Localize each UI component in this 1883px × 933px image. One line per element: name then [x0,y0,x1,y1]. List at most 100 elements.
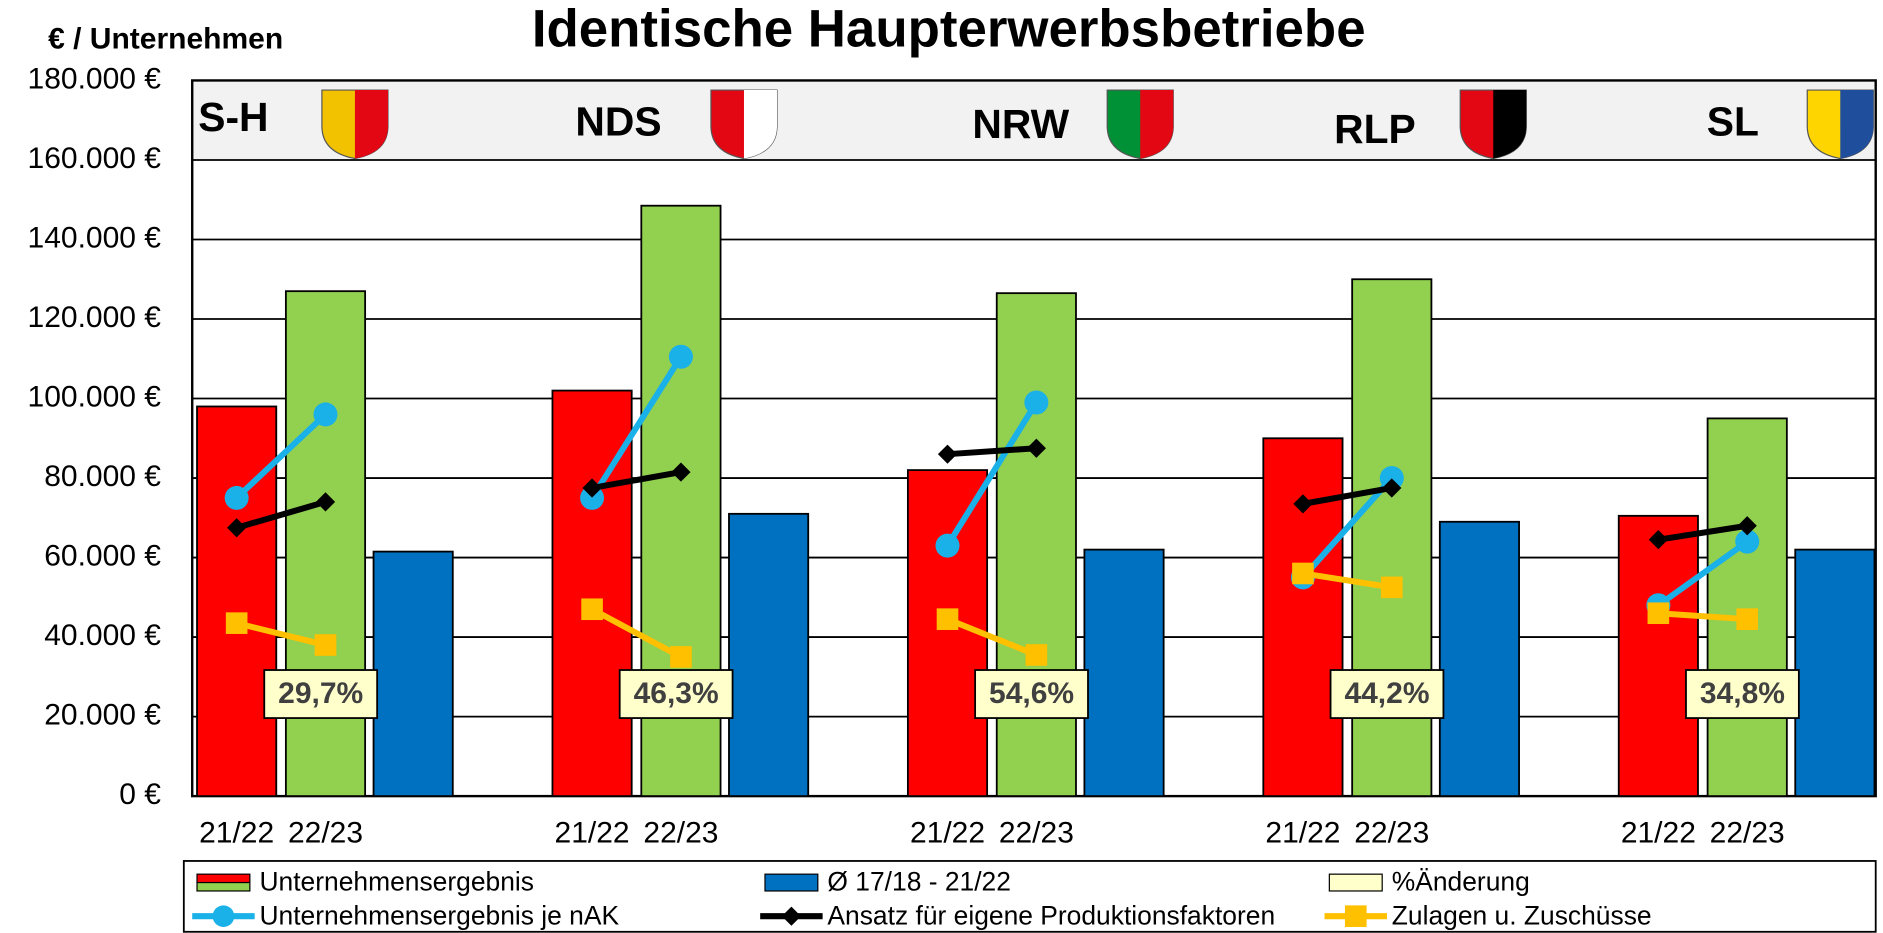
x-tick-label: 22/23 [288,816,363,849]
line [1302,485,1393,507]
bar [995,292,1077,798]
change-label: 44,2% [1344,677,1429,710]
legend-label: Ansatz für eigene Produktionsfaktoren [827,900,1275,930]
line [589,355,684,500]
marker [581,598,603,621]
x-tick-label: 21/22 [199,816,274,849]
region-label: NDS [575,99,661,145]
x-tick-label: 22/23 [643,816,718,849]
region-label: S-H [198,94,268,140]
bar [372,550,454,798]
legend-label: Unternehmensergebnis [259,867,534,897]
line [1656,539,1749,608]
marker [224,485,249,510]
marker [225,612,248,634]
x-tick-label: 22/23 [1354,816,1429,849]
region-label: NRW [972,101,1069,147]
line [944,400,1039,548]
x-tick-label: 21/22 [1265,816,1340,849]
x-tick-label: 22/23 [999,816,1074,849]
marker [671,462,691,482]
line [1658,610,1748,623]
marker [935,533,960,558]
y-tick-label: 20.000 € [44,699,161,732]
legend-marker [1344,905,1367,927]
legend [182,860,1877,933]
y-tick-label: 40.000 € [44,619,161,652]
change-label-box [974,669,1089,719]
marker [1736,608,1759,630]
marker [936,608,959,630]
marker [1735,529,1760,554]
marker [315,492,336,512]
marker [314,634,337,656]
legend-swatch [196,881,251,892]
marker [1025,644,1048,666]
legend-label: Ø 17/18 - 21/22 [827,867,1011,897]
change-label-box [1685,669,1800,719]
x-tick-label: 21/22 [1621,816,1696,849]
legend-label: Unternehmensergebnis je nAK [259,900,619,930]
region-label: SL [1707,99,1759,145]
marker [1024,390,1049,415]
bar [1706,417,1788,798]
legend-marker [781,906,802,926]
bar [1083,548,1165,798]
marker [937,444,958,464]
marker [1293,494,1313,514]
y-axis-label: € / Unternehmen [48,23,283,56]
legend-swatch [196,873,251,884]
line [234,412,328,501]
bar [284,290,367,798]
legend-swatch [1328,873,1383,892]
bar [1794,548,1876,798]
y-tick-label: 120.000 € [28,301,162,334]
flag-detail [1840,90,1874,159]
line [1657,522,1748,543]
x-tick-label: 21/22 [555,816,630,849]
marker [227,518,247,538]
marker [670,646,692,668]
x-tick-label: 22/23 [1710,816,1785,849]
line [591,469,682,491]
change-label: 46,3% [634,677,719,710]
chart-title: Identische Haupterwerbsbetriebe [532,0,1366,58]
change-label-box [1329,669,1445,719]
marker [1647,602,1670,625]
region-label: RLP [1334,106,1416,152]
marker [1648,530,1668,550]
flag-detail [1140,90,1174,159]
change-label-box [263,669,379,719]
line [590,606,683,660]
legend-label: %Änderung [1392,867,1530,897]
line [946,616,1038,658]
change-label: 34,8% [1700,677,1785,710]
line [235,499,327,531]
marker [580,485,605,510]
y-tick-label: 140.000 € [28,221,162,254]
change-label-box [618,669,734,719]
change-label: 29,7% [278,677,363,710]
y-tick-label: 0 € [119,778,161,811]
y-tick-label: 60.000 € [44,539,161,572]
marker [1026,438,1046,458]
flag-detail [354,90,388,159]
y-tick-label: 180.000 € [28,62,162,95]
marker [1380,576,1403,599]
bar [728,512,810,798]
line [1300,476,1395,580]
marker [668,344,693,369]
legend-marker [212,905,235,927]
marker [1737,516,1757,536]
bar [1262,437,1344,798]
change-label: 54,6% [989,677,1074,710]
flag-detail [743,90,777,159]
legend-swatch [764,873,819,892]
marker [1379,466,1404,491]
legend-label: Zulagen u. Zuschüsse [1392,900,1652,930]
line [235,620,327,648]
x-tick-label: 21/22 [910,816,985,849]
line [947,445,1037,458]
